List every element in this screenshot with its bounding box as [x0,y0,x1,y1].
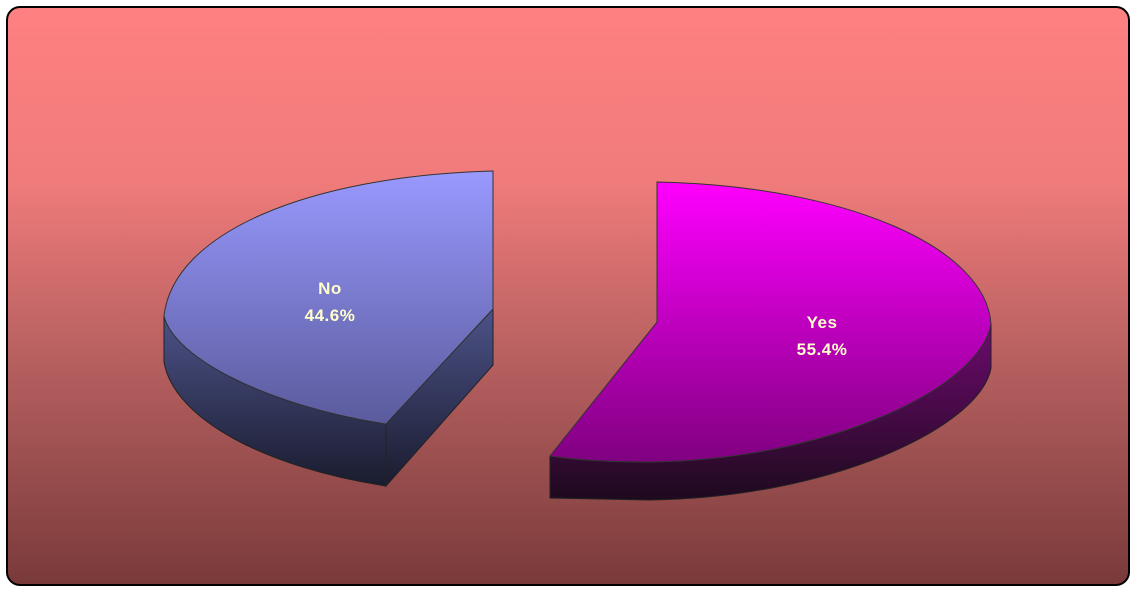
label-no-value: 44.6% [305,306,356,325]
label-yes-category: Yes [807,313,838,332]
label-no-category: No [318,279,342,298]
label-yes-value: 55.4% [797,340,848,359]
chart-area: No 44.6% Yes 55.4% [6,6,1130,586]
pie-slice-yes [549,181,992,463]
pie-slice-no [163,170,494,425]
pie-chart: No 44.6% Yes 55.4% [163,170,992,501]
